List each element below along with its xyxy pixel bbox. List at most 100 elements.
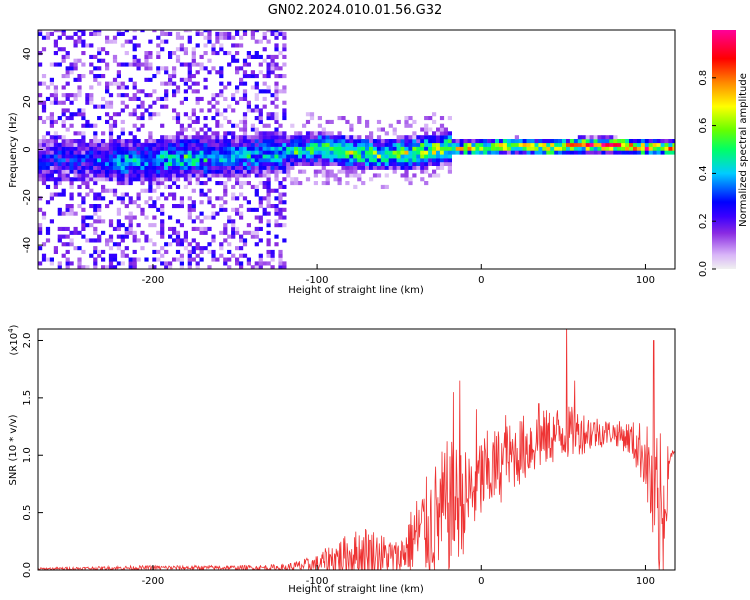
heatmap-cell [227, 219, 232, 224]
heatmap-cell [144, 177, 149, 182]
heatmap-cell [542, 146, 547, 151]
heatmap-cell [325, 119, 330, 124]
heatmap-cell [451, 146, 456, 151]
heatmap-cell [191, 158, 196, 163]
heatmap-cell [65, 146, 70, 151]
heatmap-cell [73, 173, 78, 178]
heatmap-cell [286, 142, 291, 147]
heatmap-cell [45, 161, 51, 166]
heatmap-cell [282, 135, 287, 140]
heatmap-cell [156, 173, 161, 178]
heatmap-cell [317, 150, 322, 155]
heatmap-cell [376, 139, 382, 144]
heatmap-cell [400, 142, 405, 147]
heatmap-cell [215, 135, 220, 140]
heatmap-cell [274, 177, 279, 182]
heatmap-cell [325, 139, 330, 144]
heatmap-cell [45, 230, 51, 235]
heatmap-cell [617, 142, 622, 147]
heatmap-cell [61, 226, 66, 231]
heatmap-cell [329, 135, 334, 140]
heatmap-cell [168, 54, 173, 59]
heatmap-cell [282, 100, 287, 105]
heatmap-cell [172, 204, 177, 209]
heatmap-cell [223, 51, 228, 56]
heatmap-cell [108, 131, 114, 136]
heatmap-cell [274, 135, 279, 140]
heatmap-cell [116, 30, 121, 33]
heatmap-cell [38, 169, 43, 174]
heatmap-cell [294, 181, 299, 186]
heatmap-cell [93, 230, 98, 235]
heatmap-cell [416, 142, 421, 147]
heatmap-cell [203, 226, 208, 231]
heatmap-cell [69, 100, 74, 105]
heatmap-cell [203, 146, 208, 151]
heatmap-cell [668, 139, 673, 144]
heatmap-cell [112, 142, 118, 147]
heatmap-cell [294, 161, 299, 166]
heatmap-cell [270, 204, 275, 209]
heatmap-cell [235, 173, 240, 178]
heatmap-cell [61, 112, 66, 117]
heatmap-cell [294, 146, 299, 151]
heatmap-cell [172, 139, 177, 144]
heatmap-cell [605, 142, 610, 147]
heatmap-cell [89, 169, 94, 174]
heatmap-cell [69, 196, 74, 201]
heatmap-cell [168, 74, 173, 79]
heatmap-cell [187, 177, 192, 182]
heatmap-cell [250, 158, 255, 163]
heatmap-cell [357, 142, 362, 147]
heatmap-cell [262, 184, 267, 189]
heatmap-cell [629, 142, 634, 147]
heatmap-cell [108, 142, 114, 147]
heatmap-cell [164, 154, 169, 159]
heatmap-cell [73, 66, 78, 71]
heatmap-cell [495, 139, 500, 144]
heatmap-cell [577, 146, 582, 151]
heatmap-cell [514, 146, 519, 151]
heatmap-cell [105, 154, 110, 159]
heatmap-cell [195, 31, 200, 36]
heatmap-cell [372, 146, 378, 151]
heatmap-cell [242, 196, 248, 201]
heatmap-cell [258, 54, 263, 59]
heatmap-cell [207, 265, 212, 269]
heatmap-cell [361, 139, 366, 144]
heatmap-cell [436, 127, 441, 132]
heatmap-cell [246, 62, 251, 67]
heatmap-cell [274, 66, 279, 71]
heatmap-cell [49, 257, 54, 262]
heatmap-cell [231, 96, 236, 101]
heatmap-cell [140, 100, 145, 105]
heatmap-cell [369, 142, 374, 147]
heatmap-cell [195, 165, 200, 170]
heatmap-cell [345, 139, 350, 144]
heatmap-cell [175, 142, 181, 147]
heatmap-cell [183, 112, 188, 117]
heatmap-cell [558, 146, 563, 151]
heatmap-cell [246, 207, 251, 212]
heatmap-cell [246, 146, 251, 151]
heatmap-cell [443, 139, 448, 144]
heatmap-cell [199, 192, 204, 197]
heatmap-cell [274, 211, 279, 216]
heatmap-cell [376, 150, 382, 155]
heatmap-cell [274, 139, 279, 144]
heatmap-cell [420, 150, 425, 155]
heatmap-cell [400, 165, 405, 170]
heatmap-cell [85, 123, 90, 128]
heatmap-cell [101, 173, 106, 178]
heatmap-cell [152, 165, 157, 170]
heatmap-cell [305, 177, 311, 182]
snr-background [38, 329, 675, 570]
heatmap-cell [61, 108, 66, 113]
heatmap-cell [61, 188, 66, 193]
heatmap-cell [132, 93, 137, 98]
heatmap-cell [262, 35, 267, 40]
heatmap-cell [101, 58, 106, 63]
heatmap-cell [274, 207, 279, 212]
heatmap-cell [172, 135, 177, 140]
heatmap-cell [132, 173, 137, 178]
